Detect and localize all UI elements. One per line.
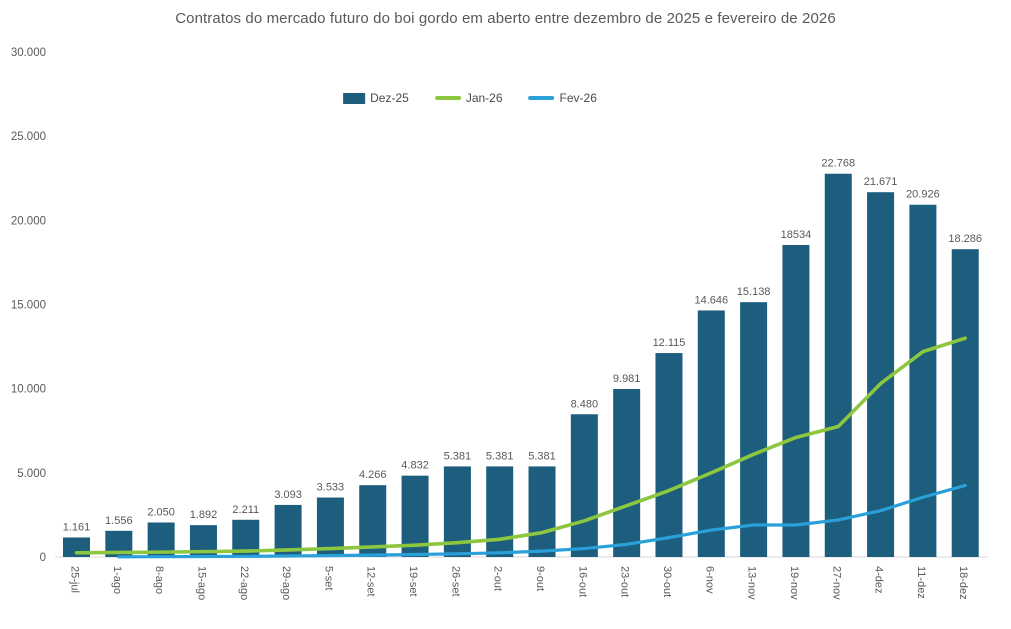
y-axis-tick-label: 30.000 bbox=[11, 47, 46, 59]
x-axis-tick-label: 23-out bbox=[619, 566, 631, 597]
bar-value-label: 1.892 bbox=[190, 509, 218, 521]
bar-dez-25 bbox=[740, 302, 768, 557]
bar-dez-25 bbox=[824, 173, 852, 558]
bar-swatch-icon bbox=[343, 92, 366, 104]
y-axis-tick-label: 10.000 bbox=[11, 384, 46, 396]
bar-value-label: 4.832 bbox=[401, 460, 429, 472]
x-axis-tick-label: 19-set bbox=[407, 566, 419, 597]
bar-value-label: 1.161 bbox=[63, 521, 91, 533]
bar-dez-25 bbox=[909, 204, 937, 557]
x-axis-tick-label: 11-dez bbox=[915, 566, 927, 599]
x-axis-tick-label: 19-nov bbox=[788, 566, 800, 600]
bar-dez-25 bbox=[697, 310, 725, 557]
x-axis-tick-label: 8-ago bbox=[153, 566, 165, 594]
bar-dez-25 bbox=[528, 466, 556, 557]
bar-value-label: 5.381 bbox=[528, 450, 556, 462]
line-jan-26 bbox=[74, 336, 968, 555]
bar-value-label: 4.266 bbox=[359, 469, 387, 481]
bar-value-label: 5.381 bbox=[444, 450, 472, 462]
bar-dez-25 bbox=[655, 353, 683, 557]
legend-label: Fev-26 bbox=[559, 91, 597, 105]
bar-value-label: 3.533 bbox=[317, 482, 345, 494]
x-axis-tick-label: 4-dez bbox=[873, 566, 885, 594]
bar-value-label: 2.050 bbox=[147, 506, 175, 518]
line-swatch-icon bbox=[434, 96, 461, 100]
bar-value-label: 22.768 bbox=[821, 158, 855, 170]
x-axis-tick-label: 29-ago bbox=[280, 566, 292, 600]
x-axis-tick-label: 27-nov bbox=[830, 566, 842, 600]
bar-value-label: 9.981 bbox=[613, 373, 641, 385]
x-axis-tick-label: 26-set bbox=[449, 566, 461, 597]
y-axis-tick-label: 20.000 bbox=[11, 215, 46, 227]
bar-value-label: 2.211 bbox=[232, 504, 259, 516]
x-axis-tick-label: 5-set bbox=[322, 566, 334, 590]
x-axis-tick-label: 30-out bbox=[661, 566, 673, 597]
bar-dez-25 bbox=[613, 388, 641, 557]
bar-value-label: 20.926 bbox=[906, 189, 940, 201]
bar-value-label: 8.480 bbox=[571, 398, 599, 410]
x-axis-tick-label: 12-set bbox=[365, 566, 377, 597]
legend-item-dez-25: Dez-25 bbox=[343, 91, 409, 105]
legend-item-jan-26: Jan-26 bbox=[434, 91, 503, 105]
chart-legend: Dez-25 Jan-26 Fev-26 bbox=[343, 91, 597, 105]
x-axis-tick-label: 1-ago bbox=[111, 566, 123, 594]
x-axis-tick-label: 16-out bbox=[576, 566, 588, 597]
y-axis-tick-label: 5.000 bbox=[17, 468, 46, 480]
y-axis-tick-label: 0 bbox=[40, 552, 46, 564]
bar-value-label: 5.381 bbox=[486, 450, 514, 462]
line-swatch-icon bbox=[528, 96, 555, 100]
x-axis-tick-label: 2-out bbox=[492, 566, 504, 591]
legend-label: Dez-25 bbox=[370, 91, 409, 105]
bar-dez-25 bbox=[570, 414, 598, 557]
x-axis-tick-label: 18-dez bbox=[957, 566, 969, 600]
bar-dez-25 bbox=[951, 249, 979, 557]
bar-dez-25 bbox=[782, 245, 810, 558]
line-fev-26 bbox=[117, 483, 967, 559]
x-axis-tick-label: 25-jul bbox=[69, 566, 81, 593]
bar-value-label: 3.093 bbox=[274, 489, 302, 501]
bar-dez-25 bbox=[486, 466, 514, 557]
y-axis-tick-label: 25.000 bbox=[11, 131, 46, 143]
legend-label: Jan-26 bbox=[465, 91, 503, 105]
x-axis-tick-label: 15-ago bbox=[195, 566, 207, 600]
x-axis-tick-label: 13-nov bbox=[746, 566, 758, 600]
x-axis-tick-label: 9-out bbox=[534, 566, 546, 591]
chart-title: Contratos do mercado futuro do boi gordo… bbox=[175, 10, 836, 27]
bar-value-label: 18534 bbox=[781, 229, 812, 241]
bar-value-label: 14.646 bbox=[694, 294, 728, 306]
x-axis-tick-label: 22-ago bbox=[238, 566, 250, 600]
y-axis-tick-label: 15.000 bbox=[11, 300, 46, 312]
x-axis-tick-label: 6-nov bbox=[703, 566, 715, 594]
bar-value-label: 15.138 bbox=[737, 286, 771, 298]
bar-value-label: 18.286 bbox=[948, 233, 982, 245]
bar-value-label: 1.556 bbox=[105, 515, 133, 527]
legend-item-fev-26: Fev-26 bbox=[528, 91, 597, 105]
bar-value-label: 12.115 bbox=[653, 337, 686, 349]
bar-value-label: 21.671 bbox=[864, 176, 898, 188]
